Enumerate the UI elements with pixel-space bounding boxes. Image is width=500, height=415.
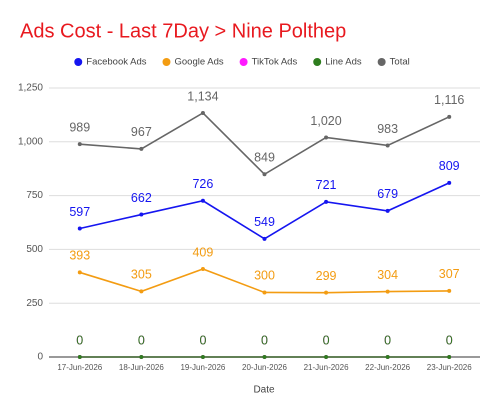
data-label: 0 — [76, 333, 83, 347]
data-label: 0 — [323, 333, 330, 347]
chart-title: Ads Cost - Last 7Day > Nine Polthep — [20, 20, 346, 42]
data-label: 967 — [131, 125, 152, 139]
data-label: 0 — [199, 333, 206, 347]
x-tick-label: 22-Jun-2026 — [365, 363, 410, 372]
point — [139, 355, 144, 359]
data-label: 721 — [316, 178, 337, 192]
point — [447, 180, 452, 185]
x-tick-label: 21-Jun-2026 — [304, 363, 349, 372]
data-label: 726 — [192, 177, 213, 191]
data-label: 307 — [439, 267, 460, 281]
data-label: 679 — [377, 187, 398, 201]
data-label: 0 — [446, 333, 453, 347]
point — [139, 289, 144, 294]
point — [77, 355, 82, 359]
point — [447, 114, 452, 119]
data-label: 0 — [384, 333, 391, 347]
legend-marker — [162, 58, 171, 66]
legend-marker — [377, 58, 386, 66]
point — [200, 198, 205, 203]
point — [200, 266, 205, 271]
x-tick-label: 19-Jun-2026 — [180, 363, 225, 372]
x-tick-label: 17-Jun-2026 — [57, 363, 102, 372]
point — [385, 289, 390, 294]
y-tick-label: 1,250 — [18, 83, 43, 94]
data-label: 409 — [192, 245, 213, 259]
point — [77, 142, 82, 147]
point — [385, 208, 390, 213]
legend-marker — [239, 58, 248, 66]
point — [262, 172, 267, 177]
data-label: 0 — [138, 333, 145, 347]
data-label: 299 — [316, 269, 337, 283]
point — [77, 270, 82, 275]
legend-label: Facebook Ads — [86, 57, 146, 68]
data-label: 983 — [377, 122, 398, 136]
point — [447, 288, 452, 293]
legend-marker — [313, 58, 322, 66]
y-tick-label: 750 — [26, 190, 43, 201]
point — [200, 355, 205, 359]
data-label: 0 — [323, 333, 330, 347]
data-label: 393 — [69, 249, 90, 263]
data-label: 0 — [261, 333, 268, 347]
data-label: 1,116 — [434, 93, 464, 107]
point — [262, 355, 267, 359]
point — [324, 355, 329, 359]
point — [324, 135, 329, 140]
point — [385, 355, 390, 359]
y-tick-label: 250 — [26, 298, 43, 309]
legend-label: Line Ads — [325, 57, 362, 68]
data-label: 597 — [69, 205, 90, 219]
data-label: 1,134 — [187, 89, 218, 103]
y-tick-label: 0 — [37, 352, 43, 363]
legend-label: Google Ads — [174, 57, 223, 68]
point — [324, 199, 329, 204]
point — [262, 290, 267, 295]
point — [385, 143, 390, 148]
data-label: 662 — [131, 191, 152, 205]
data-label: 1,020 — [310, 114, 341, 128]
y-tick-label: 500 — [26, 244, 43, 255]
data-label: 0 — [261, 333, 268, 347]
x-tick-label: 18-Jun-2026 — [119, 363, 164, 372]
point — [324, 290, 329, 295]
data-label: 849 — [254, 151, 275, 165]
x-axis-title: Date — [253, 385, 275, 396]
data-label: 300 — [254, 269, 275, 283]
x-tick-label: 20-Jun-2026 — [242, 363, 287, 372]
x-tick-label: 23-Jun-2026 — [427, 363, 472, 372]
data-label: 0 — [199, 333, 206, 347]
data-label: 0 — [384, 333, 391, 347]
legend-label: Total — [390, 57, 410, 68]
data-label: 0 — [138, 333, 145, 347]
point — [77, 226, 82, 231]
data-label: 304 — [377, 268, 398, 282]
data-label: 305 — [131, 268, 152, 282]
data-label: 0 — [76, 333, 83, 347]
data-label: 989 — [69, 120, 90, 134]
point — [447, 355, 452, 359]
point — [200, 110, 205, 115]
data-label: 809 — [439, 159, 460, 173]
point — [139, 212, 144, 217]
point — [262, 236, 267, 241]
legend-label: TikTok Ads — [252, 57, 298, 68]
point — [139, 146, 144, 151]
data-label: 549 — [254, 215, 275, 229]
legend-marker — [74, 58, 83, 66]
data-label: 0 — [446, 333, 453, 347]
y-tick-label: 1,000 — [18, 136, 43, 147]
